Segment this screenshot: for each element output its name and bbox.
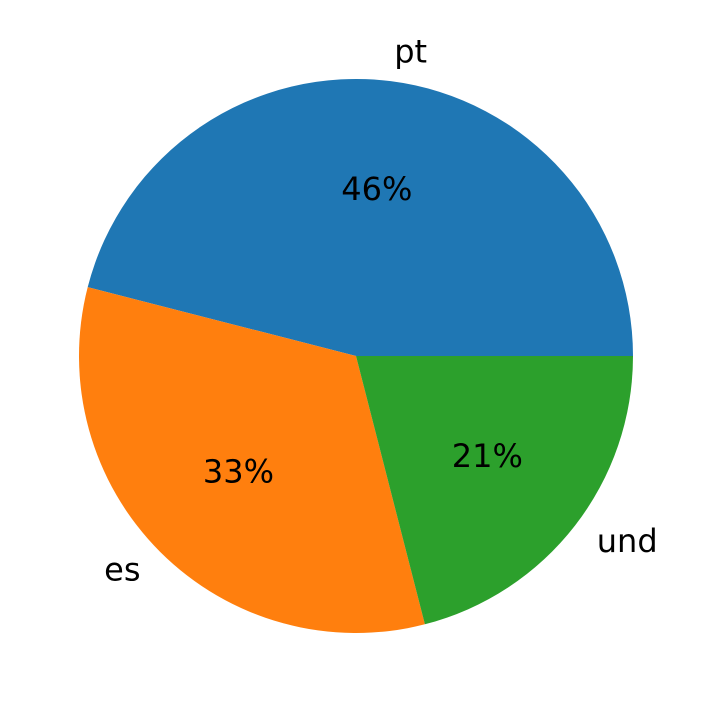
slice-label: es xyxy=(104,550,140,588)
pie-slice xyxy=(356,356,633,625)
slice-label: und xyxy=(597,522,658,560)
percent-label: 21% xyxy=(452,437,523,475)
pie-slice xyxy=(78,287,425,633)
percent-label: 46% xyxy=(341,170,412,208)
pie-slice xyxy=(87,79,634,356)
percent-label: 33% xyxy=(203,453,274,491)
slice-label: pt xyxy=(394,33,427,71)
